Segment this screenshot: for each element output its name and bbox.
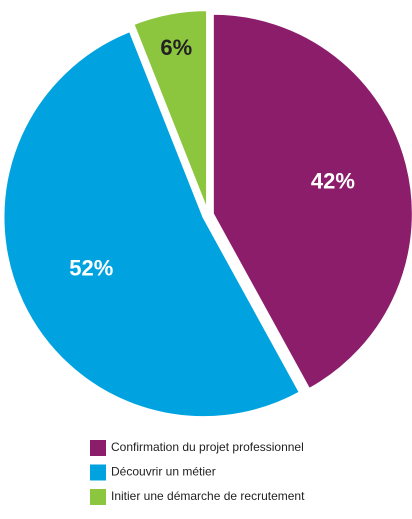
value-label: 42% <box>311 169 355 194</box>
legend-label: Confirmation du projet professionnel <box>111 440 304 454</box>
legend-label: Découvrir un métier <box>111 465 216 479</box>
legend-swatch <box>90 489 106 505</box>
legend-swatch <box>90 440 106 456</box>
pie-slice <box>2 29 302 419</box>
legend-swatch <box>90 464 106 481</box>
pie-slice <box>211 12 412 391</box>
legend-label: Initier une démarche de recrutement <box>111 489 305 503</box>
value-label: 52% <box>69 256 113 281</box>
pie-slice <box>132 9 209 211</box>
value-label: 6% <box>160 35 192 60</box>
